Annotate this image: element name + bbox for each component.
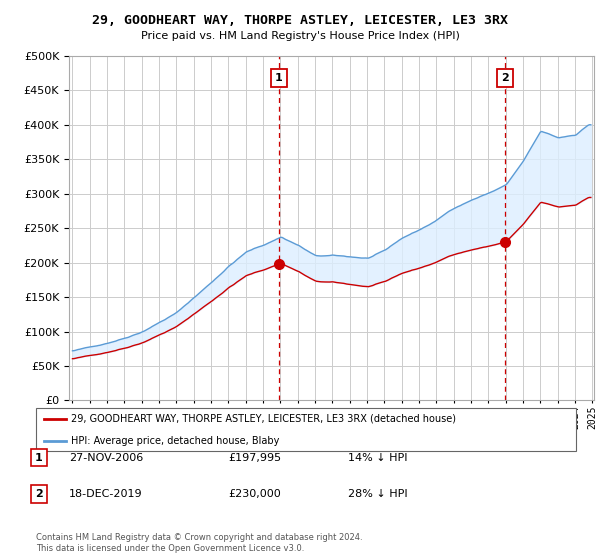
Text: 29, GOODHEART WAY, THORPE ASTLEY, LEICESTER, LE3 3RX: 29, GOODHEART WAY, THORPE ASTLEY, LEICES… (92, 14, 508, 27)
Text: Price paid vs. HM Land Registry's House Price Index (HPI): Price paid vs. HM Land Registry's House … (140, 31, 460, 41)
Text: 28% ↓ HPI: 28% ↓ HPI (348, 489, 407, 499)
Text: 29, GOODHEART WAY, THORPE ASTLEY, LEICESTER, LE3 3RX (detached house): 29, GOODHEART WAY, THORPE ASTLEY, LEICES… (71, 414, 456, 424)
Text: HPI: Average price, detached house, Blaby: HPI: Average price, detached house, Blab… (71, 436, 280, 446)
Text: Contains HM Land Registry data © Crown copyright and database right 2024.
This d: Contains HM Land Registry data © Crown c… (36, 533, 362, 553)
Text: 1: 1 (275, 73, 283, 83)
Text: 14% ↓ HPI: 14% ↓ HPI (348, 452, 407, 463)
Text: £230,000: £230,000 (228, 489, 281, 499)
Text: 2: 2 (35, 489, 43, 499)
FancyBboxPatch shape (36, 408, 576, 451)
Text: 27-NOV-2006: 27-NOV-2006 (69, 452, 143, 463)
Text: 2: 2 (501, 73, 509, 83)
Text: 1: 1 (35, 452, 43, 463)
Text: £197,995: £197,995 (228, 452, 281, 463)
Text: 18-DEC-2019: 18-DEC-2019 (69, 489, 143, 499)
